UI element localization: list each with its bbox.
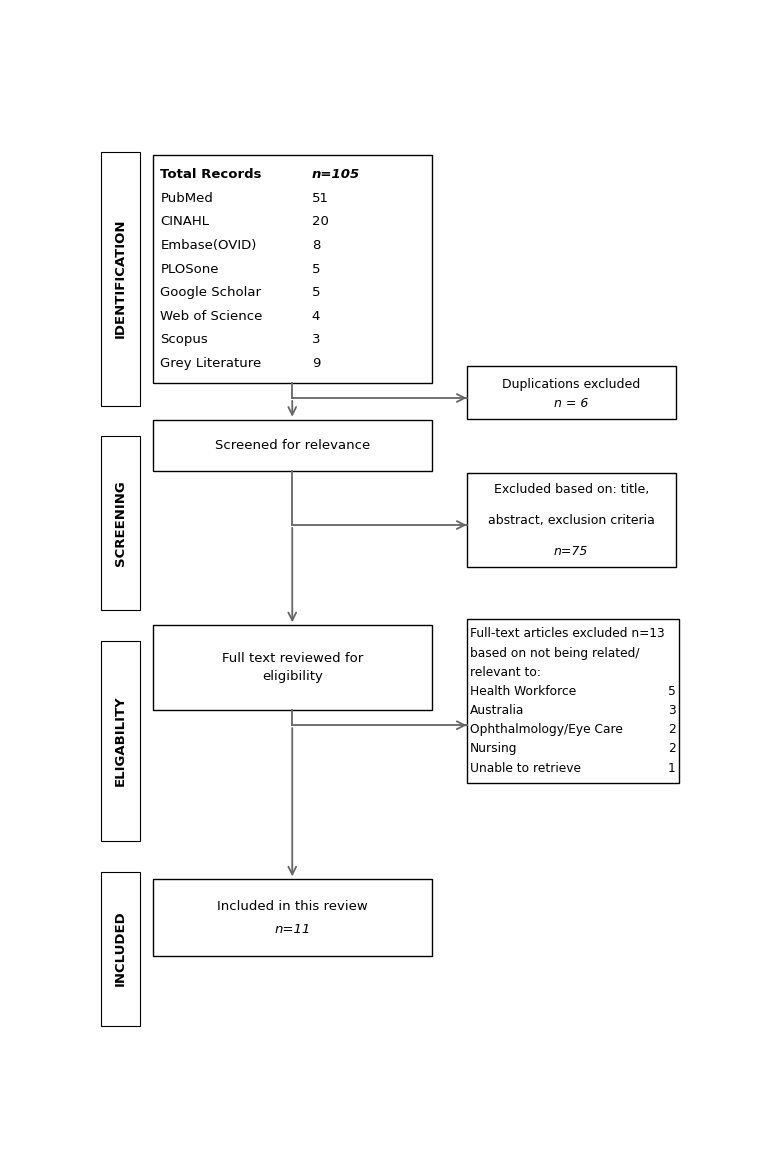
Text: relevant to:: relevant to: — [470, 665, 541, 679]
Text: Total Records: Total Records — [160, 168, 262, 181]
Text: 5: 5 — [312, 286, 320, 299]
Text: n=105: n=105 — [312, 168, 360, 181]
Text: abstract, exclusion criteria: abstract, exclusion criteria — [488, 513, 655, 527]
Text: Nursing: Nursing — [470, 742, 518, 755]
Bar — [153, 626, 431, 710]
Text: 1: 1 — [668, 762, 675, 775]
Text: Included in this review: Included in this review — [217, 900, 368, 913]
Bar — [466, 365, 676, 419]
Text: 4: 4 — [312, 309, 320, 323]
Text: Duplications excluded: Duplications excluded — [502, 378, 640, 391]
Bar — [101, 872, 139, 1026]
Text: Google Scholar: Google Scholar — [160, 286, 261, 299]
Text: Screened for relevance: Screened for relevance — [215, 439, 370, 452]
Bar — [101, 641, 139, 840]
Text: Unable to retrieve: Unable to retrieve — [470, 762, 581, 775]
Text: 2: 2 — [668, 724, 675, 736]
Text: 5: 5 — [312, 263, 320, 275]
Text: PLOSone: PLOSone — [160, 263, 219, 275]
Bar — [153, 155, 431, 383]
Text: 3: 3 — [312, 334, 320, 347]
Text: Full-text articles excluded n=13: Full-text articles excluded n=13 — [470, 628, 665, 641]
Text: 9: 9 — [312, 357, 320, 370]
Text: CINAHL: CINAHL — [160, 215, 210, 229]
Bar — [466, 474, 676, 567]
Text: Full text reviewed for
eligibility: Full text reviewed for eligibility — [222, 652, 363, 683]
Text: Ophthalmology/Eye Care: Ophthalmology/Eye Care — [470, 724, 623, 736]
Text: 5: 5 — [668, 685, 675, 698]
Text: Australia: Australia — [470, 704, 525, 717]
Text: INCLUDED: INCLUDED — [114, 910, 126, 986]
Text: 2: 2 — [668, 742, 675, 755]
Text: 3: 3 — [668, 704, 675, 717]
Text: ELIGABILITY: ELIGABILITY — [114, 696, 126, 785]
Text: SCREENING: SCREENING — [114, 481, 126, 566]
Text: Excluded based on: title,: Excluded based on: title, — [494, 483, 649, 496]
Text: based on not being related/: based on not being related/ — [470, 647, 640, 659]
Text: PubMed: PubMed — [160, 191, 213, 204]
Text: n = 6: n = 6 — [554, 398, 588, 411]
Text: 8: 8 — [312, 239, 320, 252]
Bar — [153, 420, 431, 471]
Text: n=11: n=11 — [274, 923, 310, 936]
Text: Web of Science: Web of Science — [160, 309, 263, 323]
Bar — [101, 152, 139, 406]
Text: IDENTIFICATION: IDENTIFICATION — [114, 219, 126, 338]
Text: 20: 20 — [312, 215, 329, 229]
Bar — [153, 879, 431, 956]
Text: n=75: n=75 — [554, 545, 588, 558]
Text: Scopus: Scopus — [160, 334, 208, 347]
Text: Health Workforce: Health Workforce — [470, 685, 576, 698]
Text: Embase(OVID): Embase(OVID) — [160, 239, 257, 252]
Text: 51: 51 — [312, 191, 329, 204]
Text: Grey Literature: Grey Literature — [160, 357, 262, 370]
Bar — [466, 619, 679, 783]
Bar — [101, 436, 139, 609]
